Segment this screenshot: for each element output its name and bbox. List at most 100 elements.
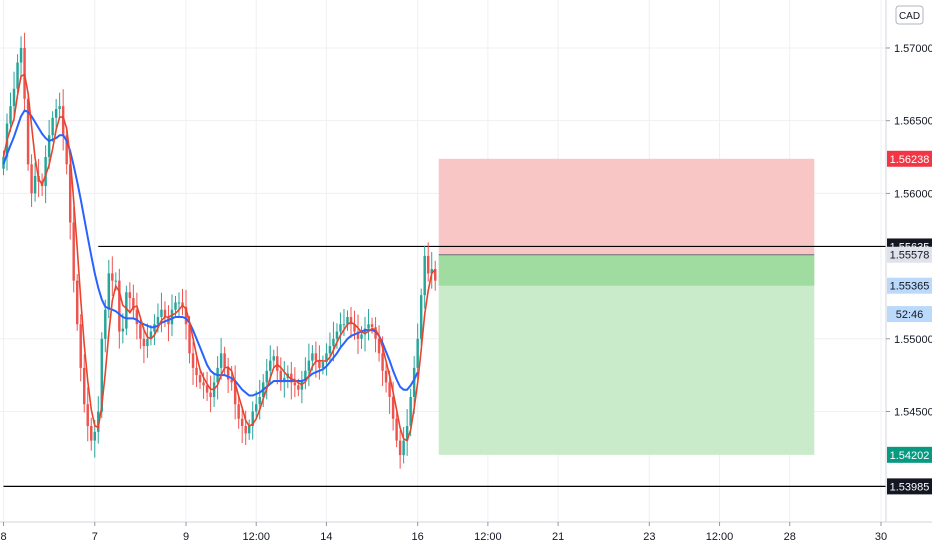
candle-body bbox=[142, 338, 146, 347]
price-tag bbox=[887, 306, 932, 323]
candle-body bbox=[86, 404, 89, 427]
candle-body bbox=[16, 62, 19, 89]
candle-body bbox=[47, 135, 51, 158]
candle-body bbox=[346, 316, 349, 325]
candle-body bbox=[54, 109, 58, 118]
candle-body bbox=[272, 356, 275, 361]
time-axis-label: 7 bbox=[92, 531, 98, 543]
time-axis-label: 16 bbox=[412, 531, 424, 543]
stop-loss-zone bbox=[438, 158, 815, 255]
candle-body bbox=[434, 268, 437, 281]
candle-body bbox=[121, 328, 125, 332]
price-tag-label: 1.53985 bbox=[890, 481, 930, 493]
candle-body bbox=[297, 385, 300, 390]
candle-body bbox=[269, 360, 272, 371]
candle-body bbox=[223, 353, 226, 368]
candle-body bbox=[276, 356, 279, 371]
candle-body bbox=[100, 338, 104, 412]
candle-body bbox=[156, 316, 160, 325]
price-tag-label: 1.55578 bbox=[890, 250, 930, 262]
price-tag bbox=[887, 446, 932, 463]
candle-body bbox=[430, 268, 433, 274]
candle-body bbox=[363, 328, 367, 335]
price-tag bbox=[887, 150, 932, 167]
candle-body bbox=[209, 392, 212, 397]
candle-body bbox=[360, 334, 363, 339]
candle-body bbox=[177, 302, 181, 304]
candle-body bbox=[93, 431, 96, 441]
candle-body bbox=[332, 338, 335, 347]
candle-body bbox=[33, 175, 37, 194]
candle-body bbox=[353, 324, 356, 332]
price-tag-label: 1.54202 bbox=[890, 450, 930, 462]
time-axis-label: 14 bbox=[320, 531, 332, 543]
candle-body bbox=[233, 382, 237, 405]
price-tag-label: 1.55365 bbox=[890, 281, 930, 293]
candle-body bbox=[244, 426, 247, 434]
candle-body bbox=[139, 324, 142, 339]
candle-body bbox=[128, 292, 132, 299]
time-axis-label: 9 bbox=[183, 531, 189, 543]
price-axis-label: 1.57000 bbox=[894, 43, 932, 55]
moving-average-line bbox=[2, 109, 419, 397]
candle-body bbox=[90, 426, 93, 441]
candle-body bbox=[160, 309, 163, 317]
time-axis-label: 12:00 bbox=[706, 531, 734, 543]
time-axis-label: 12:00 bbox=[474, 531, 502, 543]
short-position-tool[interactable] bbox=[438, 158, 815, 455]
candle-body bbox=[114, 280, 118, 282]
candle-body bbox=[198, 375, 202, 383]
candle-body bbox=[226, 367, 230, 380]
candle-body bbox=[58, 106, 61, 110]
time-axis-label: 12:00 bbox=[242, 531, 270, 543]
candle-body bbox=[12, 88, 16, 107]
candle-body bbox=[202, 382, 205, 386]
candle-body bbox=[118, 280, 121, 332]
candle-body bbox=[111, 273, 114, 281]
price-axis-label: 1.56500 bbox=[894, 116, 932, 128]
candle-body bbox=[311, 353, 314, 361]
moving-average-series bbox=[2, 73, 436, 442]
price-tag bbox=[887, 277, 932, 294]
candle-body bbox=[230, 379, 233, 383]
candle-body bbox=[370, 324, 374, 328]
candle-body bbox=[293, 382, 297, 386]
candle-body bbox=[125, 292, 128, 329]
candle-body bbox=[307, 360, 311, 371]
candle-body bbox=[9, 106, 12, 124]
horizontal-lines[interactable] bbox=[3, 245, 887, 487]
candle-body bbox=[381, 353, 384, 371]
currency-label: CAD bbox=[899, 11, 920, 22]
candle-body bbox=[328, 346, 332, 354]
candle-body bbox=[146, 338, 149, 347]
candle-body bbox=[219, 353, 223, 368]
candle-body bbox=[416, 338, 419, 368]
price-tag bbox=[887, 478, 932, 495]
price-axis-label: 1.55000 bbox=[894, 334, 932, 346]
candle-body bbox=[412, 367, 416, 397]
candle-body bbox=[51, 117, 54, 136]
candle-body bbox=[356, 331, 360, 339]
candle-body bbox=[240, 418, 244, 427]
candle-body bbox=[75, 280, 79, 325]
candle-body bbox=[290, 373, 293, 383]
candle-body bbox=[265, 370, 268, 383]
price-axis-label: 1.54500 bbox=[894, 406, 932, 418]
candle-body bbox=[83, 367, 86, 405]
candle-body bbox=[163, 309, 167, 317]
currency-badge[interactable]: CAD bbox=[895, 5, 924, 25]
time-axis-label: 21 bbox=[552, 531, 564, 543]
candle-body bbox=[318, 360, 321, 368]
candle-body bbox=[398, 440, 402, 456]
candle-body bbox=[30, 164, 33, 194]
price-tags: 1.562381.556351.555781.5536552:461.54202… bbox=[887, 150, 932, 495]
candle-body bbox=[258, 396, 261, 405]
candle-body bbox=[132, 298, 135, 310]
candle-body bbox=[26, 98, 30, 165]
candle-body bbox=[384, 370, 388, 383]
candle-body bbox=[68, 164, 72, 223]
candle-body bbox=[335, 331, 339, 339]
candle-body bbox=[79, 324, 82, 368]
